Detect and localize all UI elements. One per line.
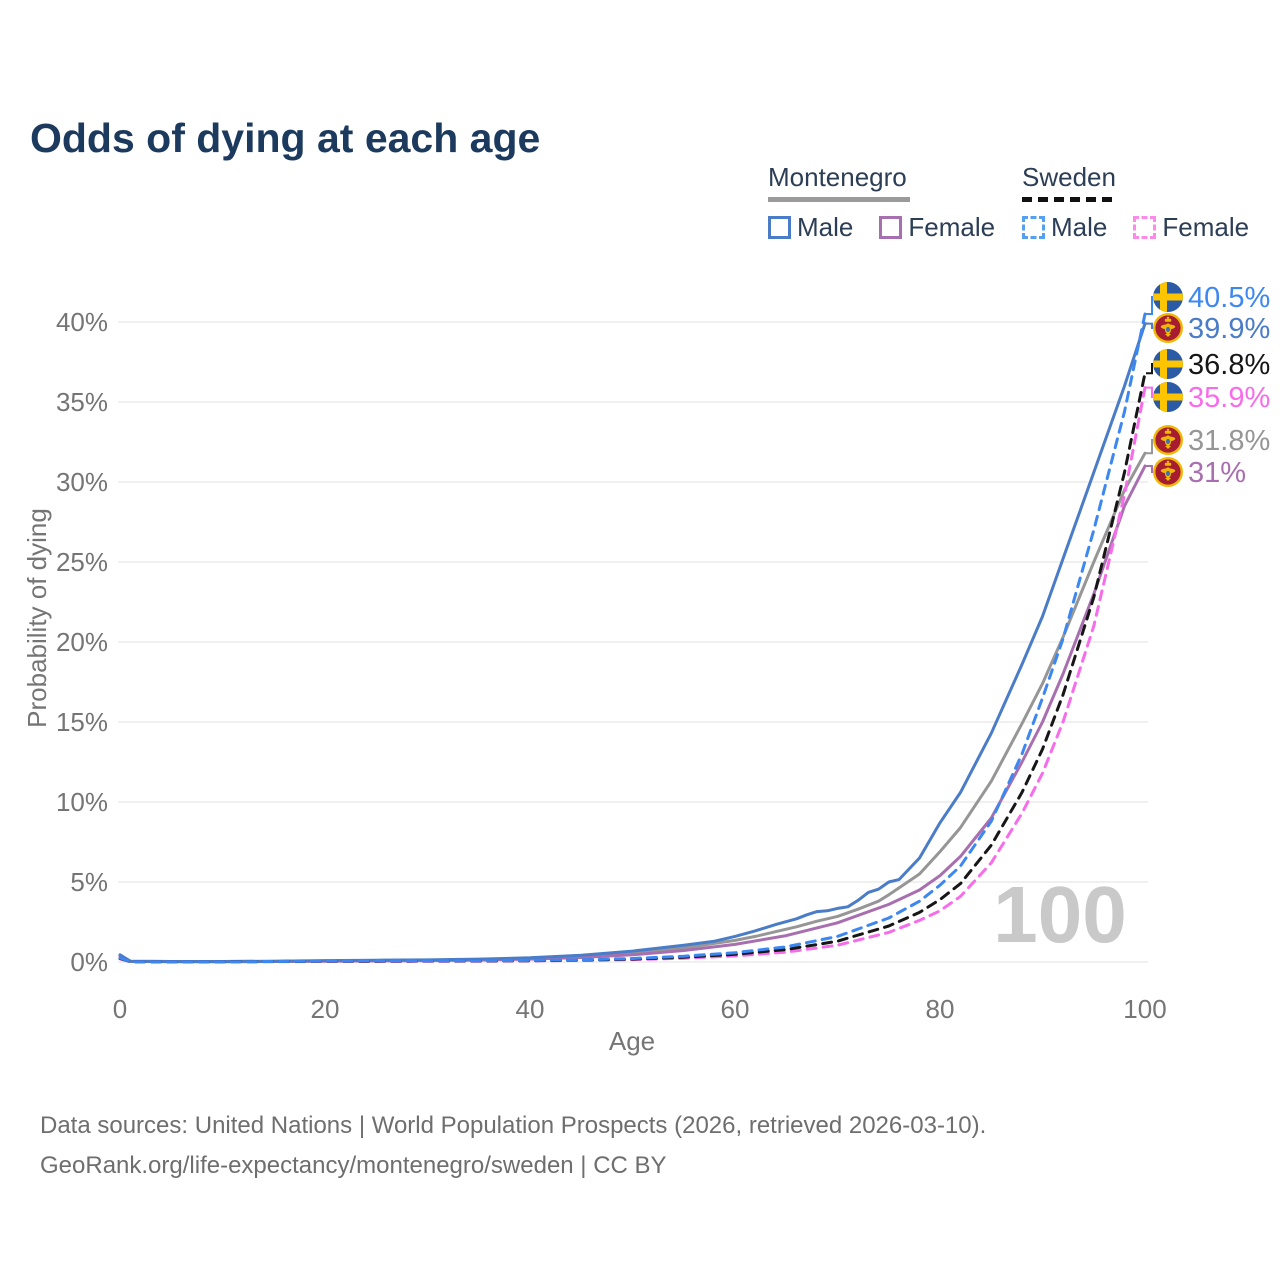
y-tick-label-10: 10% xyxy=(56,787,108,817)
x-tick-label-80: 80 xyxy=(926,994,955,1024)
y-axis-title: Probability of dying xyxy=(22,508,52,728)
end-label-sweden-total: 36.8% xyxy=(1153,349,1270,381)
end-label-montenegro-male: 39.9% xyxy=(1153,313,1270,345)
legend-country-montenegro: Montenegro xyxy=(768,162,907,192)
end-label-value-montenegro-female: 31% xyxy=(1188,457,1246,489)
x-tick-label-40: 40 xyxy=(516,994,545,1024)
legend-label-montenegro-male: Male xyxy=(797,212,854,242)
watermark-age-100: 100 xyxy=(993,870,1126,959)
legend-item-montenegro-male[interactable]: Male xyxy=(768,212,853,243)
end-label-value-montenegro-total: 31.8% xyxy=(1188,425,1270,457)
legend-linestyle-dashed-sample xyxy=(1022,197,1112,202)
montenegro-flag-icon xyxy=(1153,457,1183,487)
sweden-male-swatch-icon xyxy=(1022,216,1045,239)
y-tick-label-0: 0% xyxy=(70,947,108,977)
legend-label-sweden-female: Female xyxy=(1162,212,1250,242)
series-line-montenegro-female xyxy=(118,464,1147,964)
end-label-montenegro-total: 31.8% xyxy=(1153,425,1270,457)
montenegro-flag-icon xyxy=(1153,425,1183,455)
sweden-female-swatch-icon xyxy=(1133,216,1157,239)
end-label-value-sweden-female: 35.9% xyxy=(1188,382,1270,414)
y-tick-label-40: 40% xyxy=(56,307,108,337)
legend-linestyle-solid-sample xyxy=(768,197,910,202)
footer-attribution: Data sources: United Nations | World Pop… xyxy=(40,1106,986,1186)
y-tick-label-35: 35% xyxy=(56,387,108,417)
end-label-sweden-male: 40.5% xyxy=(1153,282,1270,314)
legend-label-montenegro-female: Female xyxy=(908,212,996,242)
legend-group-sweden: Sweden Male Female xyxy=(1022,162,1267,243)
y-tick-label-20: 20% xyxy=(56,627,108,657)
legend-label-sweden-male: Male xyxy=(1051,212,1108,242)
series-line-sweden-female xyxy=(118,386,1147,964)
end-label-montenegro-female: 31% xyxy=(1153,457,1246,489)
sweden-flag-icon xyxy=(1153,382,1183,412)
legend-item-montenegro-female[interactable]: Female xyxy=(879,212,995,243)
y-tick-label-25: 25% xyxy=(56,547,108,577)
end-label-value-sweden-male: 40.5% xyxy=(1188,282,1270,314)
series-line-sweden-male xyxy=(118,312,1147,964)
montenegro-male-swatch-icon xyxy=(768,216,791,239)
x-tick-label-100: 100 xyxy=(1123,994,1166,1024)
x-tick-label-60: 60 xyxy=(721,994,750,1024)
y-tick-label-15: 15% xyxy=(56,707,108,737)
end-label-value-sweden-total: 36.8% xyxy=(1188,349,1270,381)
montenegro-flag-icon xyxy=(1153,313,1183,343)
montenegro-female-swatch-icon xyxy=(879,216,903,239)
x-tick-label-0: 0 xyxy=(113,994,127,1024)
series-line-sweden-total xyxy=(118,371,1147,964)
y-tick-label-30: 30% xyxy=(56,467,108,497)
y-tick-label-5: 5% xyxy=(70,867,108,897)
legend-item-sweden-male[interactable]: Male xyxy=(1022,212,1107,243)
end-label-sweden-female: 35.9% xyxy=(1153,382,1270,414)
series-line-montenegro-total xyxy=(118,451,1147,963)
x-tick-label-20: 20 xyxy=(311,994,340,1024)
legend-group-montenegro: Montenegro Male Female xyxy=(768,162,1013,243)
x-axis-title: Age xyxy=(609,1026,655,1056)
legend-country-sweden: Sweden xyxy=(1022,162,1116,192)
sweden-flag-icon xyxy=(1153,349,1183,379)
legend-item-sweden-female[interactable]: Female xyxy=(1133,212,1249,243)
footer-data-sources: Data sources: United Nations | World Pop… xyxy=(40,1112,987,1139)
end-label-value-montenegro-male: 39.9% xyxy=(1188,313,1270,345)
footer-url[interactable]: GeoRank.org/life-expectancy/montenegro/s… xyxy=(40,1152,667,1179)
page-title: Odds of dying at each age xyxy=(30,115,541,162)
sweden-flag-icon xyxy=(1153,282,1183,312)
